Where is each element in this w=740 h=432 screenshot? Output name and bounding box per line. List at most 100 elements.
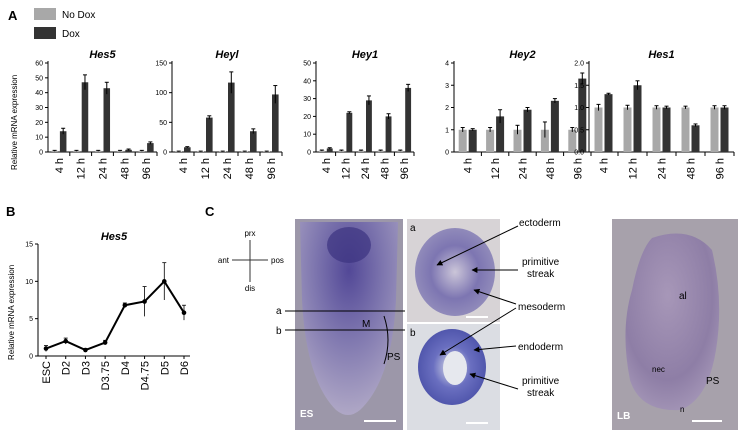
embryo-image-lb: al nec n PS LB — [612, 219, 738, 430]
section-b-letter: b — [410, 328, 416, 339]
y-tick-label: 2.0 — [574, 61, 584, 68]
y-axis-label: Relative mRNA expression — [10, 75, 19, 170]
data-point — [142, 299, 147, 304]
chart-title: Heyl — [215, 49, 239, 61]
y-axis-label: Relative mRNA expression — [7, 265, 16, 360]
label-prx: prx — [244, 229, 255, 238]
x-tick-label: D2 — [61, 361, 73, 375]
section-image-b: b — [407, 324, 500, 430]
bar-nodox — [397, 150, 404, 152]
data-point — [83, 347, 88, 353]
x-tick-label: 24 h — [657, 158, 669, 179]
legend-label-dox: Dox — [62, 29, 80, 40]
label-al: al — [679, 291, 687, 302]
x-tick-label: 12 h — [76, 158, 88, 179]
bar-dox — [604, 94, 613, 152]
arrow-endoderm — [473, 345, 517, 353]
bar-dox — [385, 116, 392, 152]
bar-dox — [550, 100, 559, 152]
data-point — [122, 302, 128, 308]
x-tick-label: 4 h — [599, 158, 611, 173]
y-tick-label: 10 — [25, 279, 33, 286]
x-tick-label: 48 h — [686, 158, 698, 179]
legend-swatch-dox — [34, 27, 56, 39]
bar-dox — [147, 143, 154, 152]
bar-chart-4: Hes1 0.0 0.5 1.0 1.5 2.0 4 h 12 h 24 h 48 h 96 h — [574, 49, 735, 179]
x-tick-label: 4 h — [178, 158, 190, 173]
section-b-center — [443, 351, 467, 385]
bar-dox — [691, 125, 700, 152]
bar-dox — [578, 78, 587, 152]
y-tick-label: 4 — [445, 61, 449, 68]
bar-nodox — [116, 150, 124, 152]
bar-dox — [523, 109, 532, 152]
y-tick-label: 150 — [155, 61, 167, 68]
bar-dox — [366, 100, 372, 152]
section-a-tissue — [415, 228, 495, 316]
bar-nodox — [377, 150, 384, 152]
bar-dox — [250, 131, 257, 152]
label-nec: nec — [652, 365, 665, 374]
bar-nodox — [540, 129, 549, 152]
bar-nodox — [681, 107, 690, 152]
x-tick-label: 48 h — [119, 158, 131, 179]
label-primitive-1: primitive — [522, 257, 560, 268]
bar-nodox — [710, 107, 719, 152]
y-tick-label: 0 — [445, 150, 449, 157]
x-tick-label: 12 h — [340, 158, 352, 179]
embryo-es-signal — [327, 227, 371, 263]
y-tick-label: 0 — [163, 150, 167, 157]
x-tick-label: 4 h — [463, 158, 475, 173]
bar-nodox — [338, 150, 345, 152]
arrow-ectoderm — [436, 225, 519, 266]
y-tick-label: 0 — [39, 150, 43, 157]
data-point — [43, 346, 49, 351]
bar-dox — [184, 147, 191, 152]
bar-chart-3: Hey2 0 1 2 3 4 4 h 12 h 24 h 48 h 96 h — [445, 49, 592, 179]
bar-nodox — [94, 150, 102, 152]
bar-nodox — [623, 107, 632, 152]
x-tick-label: ESC — [41, 361, 53, 384]
legend-label-nodox: No Dox — [62, 10, 95, 21]
y-tick-label: 1 — [445, 127, 449, 134]
y-tick-label: 0.0 — [574, 150, 584, 157]
bar-dox — [125, 149, 132, 152]
x-tick-label: 24 h — [98, 158, 110, 179]
bar-nodox — [138, 150, 146, 152]
label-line-a: a — [276, 306, 282, 317]
y-tick-label: 50 — [35, 75, 43, 82]
bar-chart-2: Hey1 0 10 20 30 40 50 4 h 12 h 24 h 48 h 96 h — [303, 49, 415, 179]
x-tick-label: 48 h — [244, 158, 256, 179]
y-tick-label: 0 — [307, 150, 311, 157]
y-tick-label: 5 — [29, 316, 33, 323]
data-point — [161, 279, 167, 284]
x-tick-label: D3.75 — [100, 361, 112, 390]
callouts: ectoderm primitive streak mesoderm endod… — [436, 218, 565, 399]
bar-dox — [346, 112, 353, 152]
arrow-mesoderm-a — [473, 288, 517, 305]
bar-dox — [59, 131, 67, 152]
panel-letter-b: B — [6, 204, 15, 219]
y-tick-label: 1.0 — [574, 105, 584, 112]
chart-title: Hes1 — [648, 49, 674, 61]
bar-dox — [228, 82, 235, 152]
y-tick-label: 2 — [445, 105, 449, 112]
x-tick-label: 4 h — [54, 158, 66, 173]
bar-dox — [633, 85, 642, 152]
bar-dox — [662, 107, 671, 152]
bar-dox — [496, 116, 505, 152]
x-tick-label: D4.75 — [140, 361, 152, 390]
bar-dox — [720, 107, 729, 152]
y-tick-label: 0 — [29, 354, 33, 361]
x-tick-label: 24 h — [360, 158, 372, 179]
bar-nodox — [358, 150, 364, 152]
legend: No Dox Dox — [34, 8, 95, 40]
label-lb: LB — [617, 411, 630, 422]
bar-nodox — [51, 150, 58, 152]
data-point — [102, 340, 108, 345]
line-chart: Hes5 0 5 10 15 Relative mRNA expression ESC D2 D… — [7, 231, 191, 390]
y-tick-label: 30 — [303, 96, 311, 103]
y-tick-label: 15 — [25, 242, 33, 249]
